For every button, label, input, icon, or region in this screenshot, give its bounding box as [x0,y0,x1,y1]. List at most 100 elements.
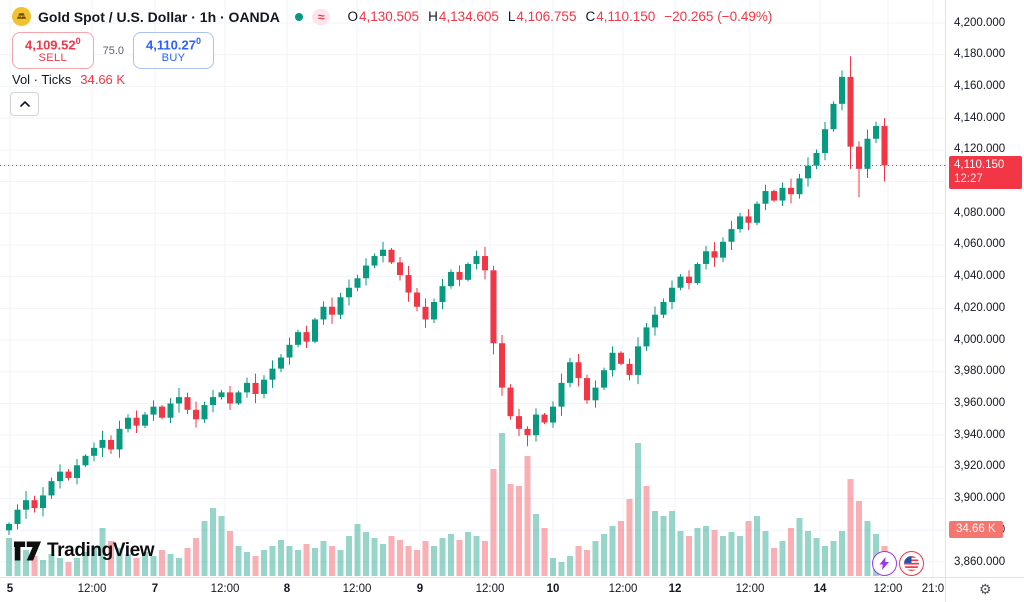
time-tick: 5 [6,583,14,595]
volume-bar [737,536,743,576]
us-flag-icon [904,556,919,571]
time-tick: 12 [668,583,682,595]
candle-body [422,306,429,320]
price-tick: 3,960.000 [954,396,1006,409]
volume-bar [456,540,463,576]
volume-bar [516,486,522,576]
candle-body [227,392,233,404]
price-tick: 3,940.000 [954,428,1006,441]
price-tick: 4,080.000 [954,206,1006,219]
volume-bar [473,536,480,576]
candle-body [74,465,80,478]
last-price-label[interactable]: 4,110.150 12:27 [949,156,1022,190]
volume-bar [346,536,352,576]
delayed-data-badge[interactable]: ≈ [311,8,331,25]
candle-body [482,256,488,271]
candle-body [23,500,29,510]
price-tick: 3,900.000 [954,492,1006,505]
volume-bar [507,484,514,576]
candle-body [261,379,267,394]
volume-bar [839,531,845,576]
time-tick: 12:00 [475,583,505,595]
candle-body [677,276,684,288]
price-tick: 3,920.000 [954,460,1006,473]
ohlc-values: O 4,130.505 H 4,134.605 L 4,106.755 C 4,110.… [347,9,772,24]
sell-button[interactable]: 4,109.520 SELL [12,32,94,70]
candle-body [533,414,539,436]
candle-body [745,216,752,223]
volume-bar [405,546,412,576]
volume-indicator-row[interactable]: Vol · Ticks 34.66 K [12,72,125,87]
candle-body [142,414,148,426]
volume-bar [550,558,556,576]
candle-body [881,126,888,166]
volume-bar [694,528,701,576]
price-tick: 4,200.000 [954,16,1006,29]
volume-bar [762,531,769,576]
volume-bar [303,544,310,576]
candlestick-chart-canvas[interactable] [0,0,945,577]
candle-body [771,191,777,201]
trade-panel: 4,109.520 SELL 75.0 4,110.270 BUY [12,32,214,70]
buy-button[interactable]: 4,110.270 BUY [133,32,214,70]
volume-bar [210,508,216,576]
candle-body [805,165,811,179]
candle-body [286,344,293,358]
volume-bar [235,546,242,576]
volume-bar [796,518,803,576]
candle-body [48,481,55,496]
candle-body [626,363,633,375]
candle-body [839,76,845,104]
candle-body [652,314,658,328]
candle-body [159,406,165,418]
volume-bar [567,556,573,576]
candle-body [516,416,522,429]
candle-body [346,287,352,298]
candle-body [176,397,182,404]
symbol-title[interactable]: Gold Spot / U.S. Dollar · 1h · OANDA [38,8,280,25]
volume-bar [329,546,335,576]
candle-body [830,103,837,130]
price-axis[interactable]: 4,200.000 4,180.000 4,160.000 4,140.000 4,12… [945,0,1024,577]
instant-trading-button[interactable] [872,551,897,576]
volume-bar [371,538,378,576]
candle-body [278,357,284,369]
volume-bar [48,554,55,576]
tradingview-logo-text: TradingView [47,540,155,561]
candle-body [856,146,862,169]
volume-bar [558,562,565,576]
volume-bar [822,546,828,576]
volume-bar [805,531,811,576]
volume-bar [218,516,225,576]
time-axis[interactable]: 5 12:00 7 12:00 8 12:00 9 12:00 10 12:00 12 12:00 14… [0,577,945,602]
gear-icon[interactable]: ⚙ [979,581,992,597]
volume-bar [669,511,675,576]
tradingview-watermark[interactable]: TradingView [14,540,155,562]
price-tick: 4,160.000 [954,79,1006,92]
volume-bar [414,550,420,576]
candle-body [592,387,599,401]
candle-body [754,203,760,223]
volume-bar [660,516,667,576]
candle-body [703,251,709,264]
candle-body [822,129,828,153]
volume-bar [864,521,871,576]
volume-bar [499,433,505,576]
low-label: L [507,9,516,24]
volume-bar [490,469,497,576]
candle-body [125,417,131,429]
volume-bar [82,552,89,576]
volume-bar [193,538,199,576]
candle-body [847,76,854,147]
candle-body [303,332,310,342]
volume-bar [813,538,820,576]
market-flag-button[interactable] [899,551,924,576]
candle-body [116,428,123,450]
candle-body [388,249,395,263]
volume-bar [176,558,182,576]
volume-bar [847,479,854,576]
volume-bar [116,548,123,576]
collapse-panel-button[interactable] [10,92,39,116]
volume-bar [252,556,259,576]
volume-bar [626,499,633,576]
